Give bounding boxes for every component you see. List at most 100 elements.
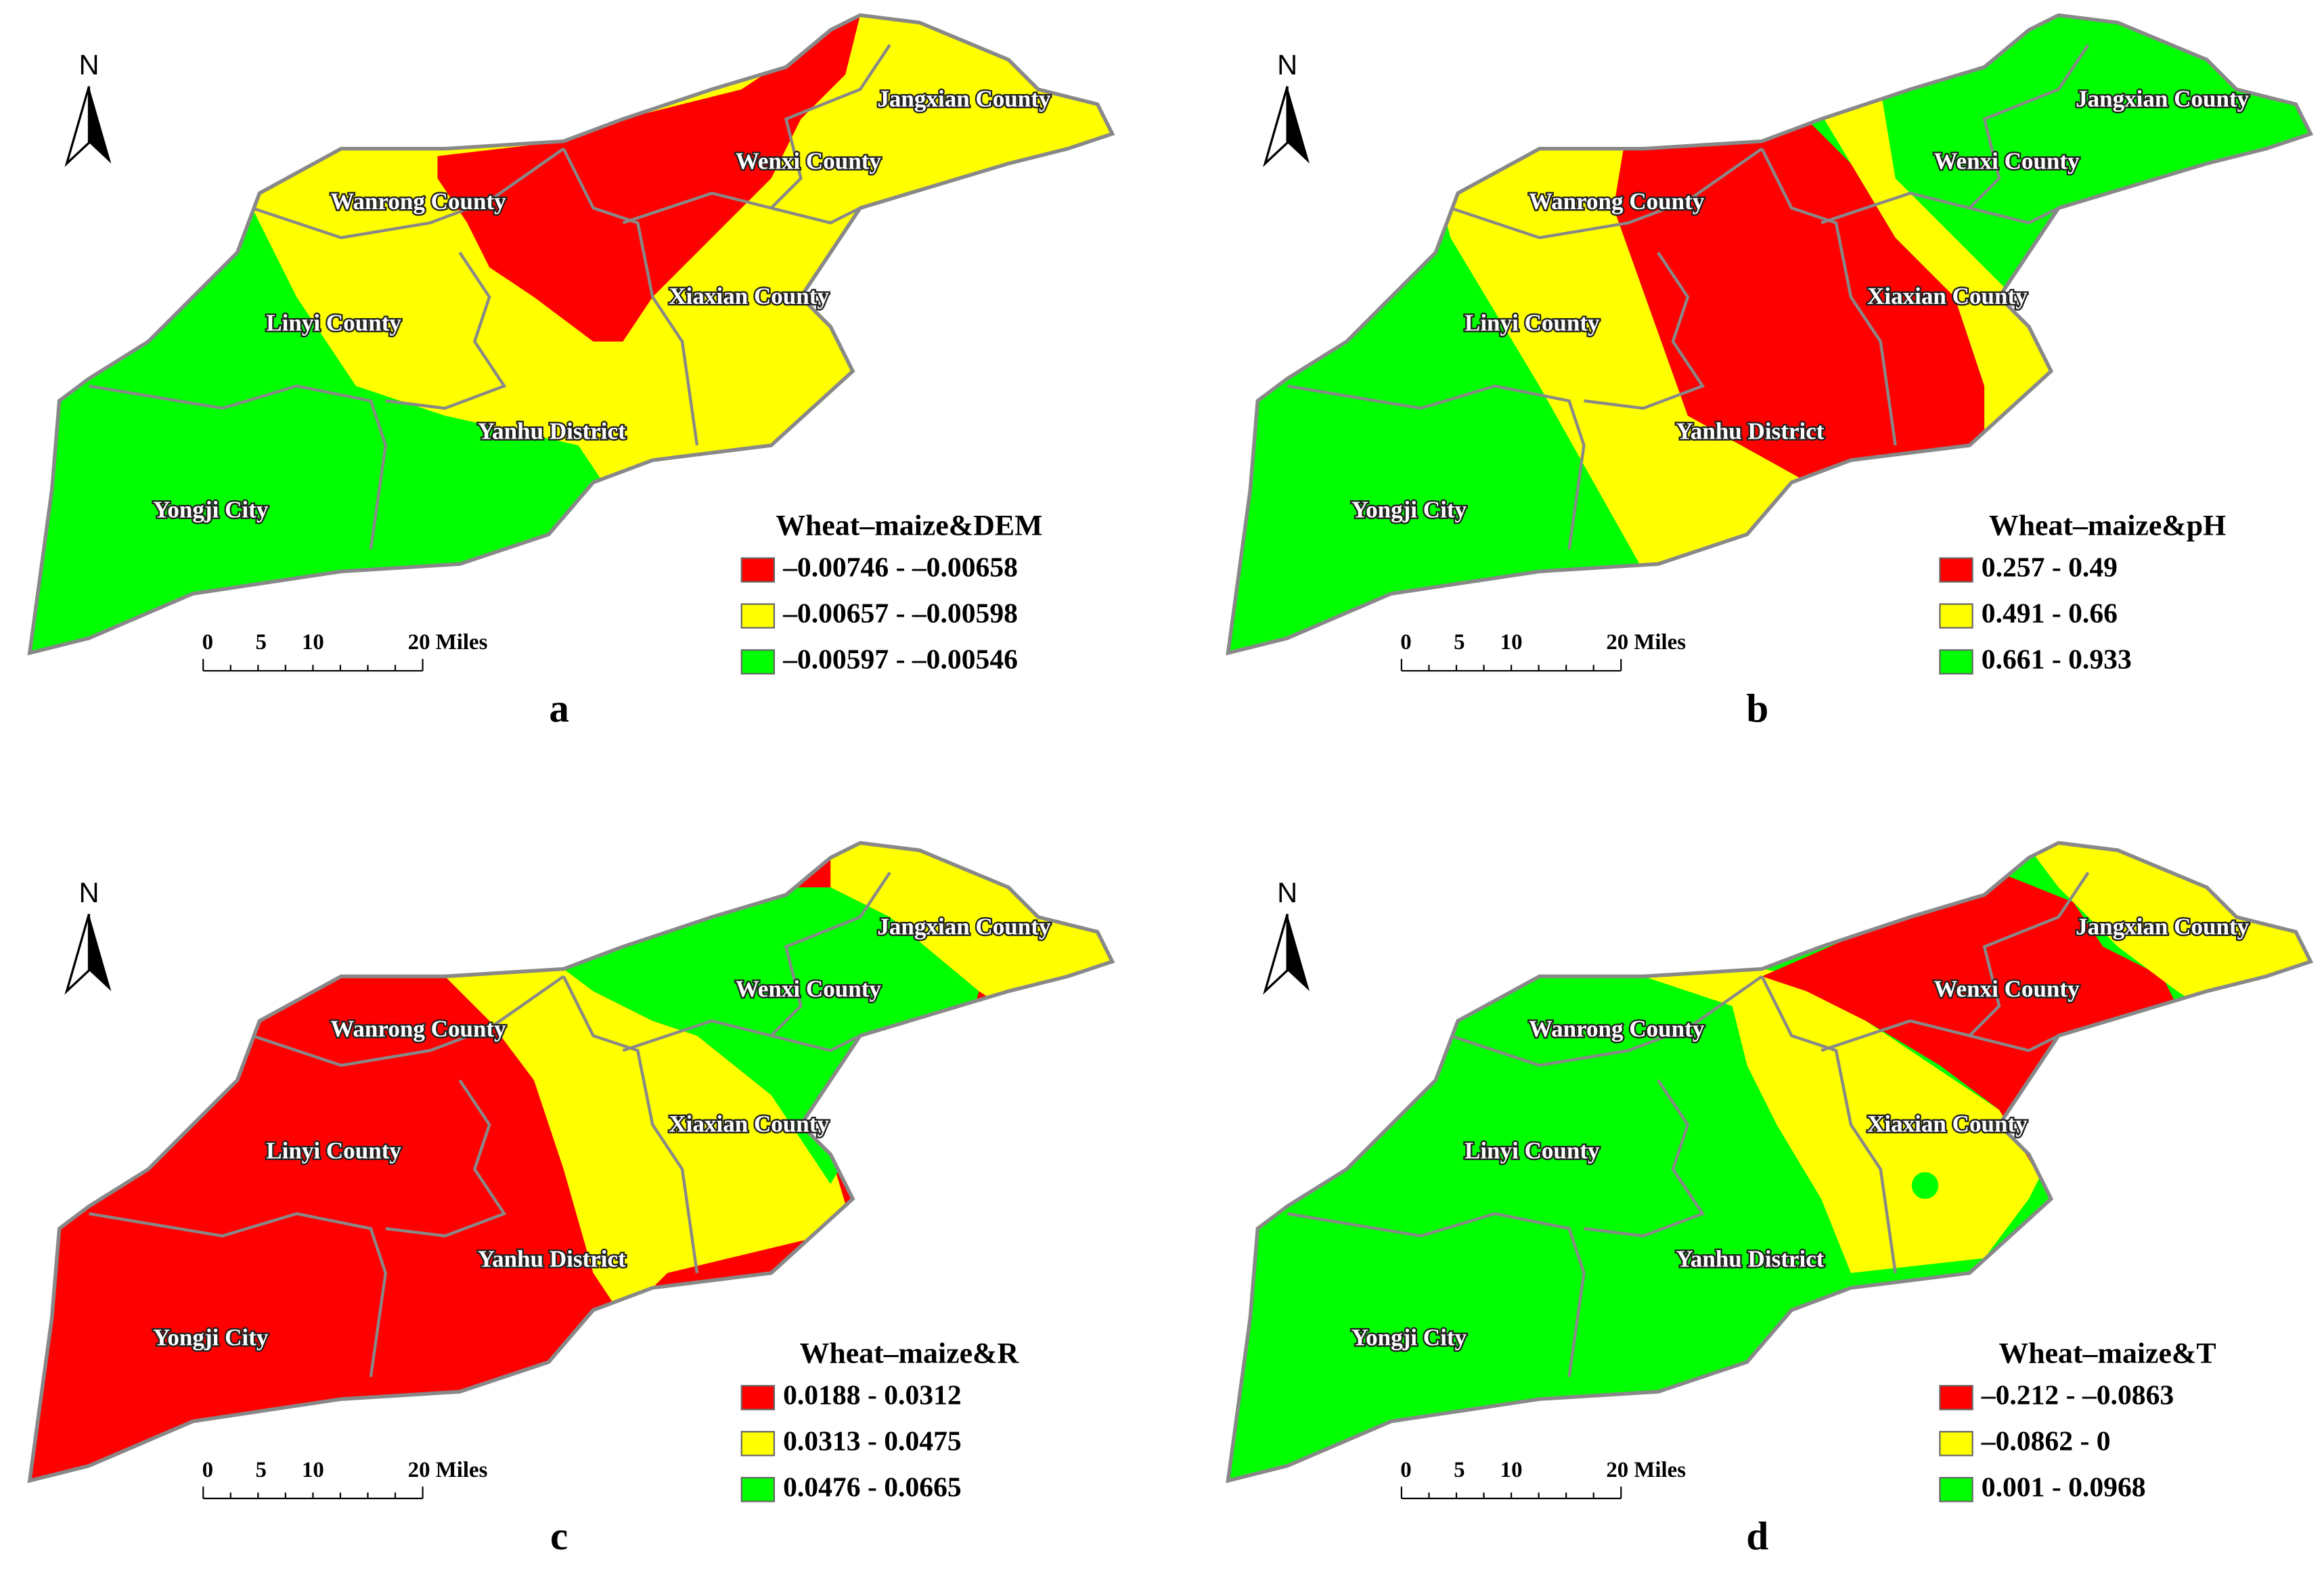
north-label: N <box>79 49 99 81</box>
county-boundary <box>251 147 565 240</box>
county-label: Yongji City <box>153 497 269 523</box>
county-label: Wenxi County <box>1934 975 2080 1002</box>
legend-swatch <box>1939 1385 1973 1411</box>
scale-label: 5 <box>1454 1458 1465 1482</box>
legend-label: 0.661 - 0.933 <box>1982 644 2132 675</box>
legend-label: –0.00657 - –0.00598 <box>782 598 1018 629</box>
legend-swatch <box>740 603 776 629</box>
county-boundary <box>1450 975 1763 1067</box>
panel-letter: d <box>1746 1513 1768 1558</box>
county-label: Yanhu District <box>478 1245 626 1272</box>
county-label: Wanrong County <box>330 188 506 215</box>
county-boundary <box>622 44 891 225</box>
north-arrow <box>1263 914 1289 995</box>
zone <box>1911 1172 1939 1199</box>
scale-label: 20 Miles <box>1606 1458 1686 1482</box>
county-label: Wanrong County <box>1529 188 1705 215</box>
legend-swatch <box>740 1385 776 1411</box>
county-boundary <box>1820 44 2090 225</box>
scale-label: 0 <box>1400 630 1411 655</box>
county-label: Jangxian County <box>2076 86 2250 112</box>
zone <box>1613 118 1985 490</box>
county-label: Wenxi County <box>736 148 882 175</box>
legend-label: –0.00746 - –0.00658 <box>782 552 1018 583</box>
scale-label: 5 <box>255 1458 266 1482</box>
zone <box>1421 118 1822 623</box>
legend-swatch <box>740 1431 776 1457</box>
panel: Jangxian County Wenxi County Wanrong Count… <box>1226 841 2314 1558</box>
zone <box>437 15 861 342</box>
county-label: Xiaxian County <box>669 283 829 309</box>
county-boundary <box>562 975 699 1274</box>
county-label: Linyi County <box>266 310 401 336</box>
county-boundary <box>1820 871 2090 1053</box>
county-boundary <box>1584 1079 1705 1238</box>
north-label: N <box>79 877 99 908</box>
legend-label: 0.257 - 0.49 <box>1982 552 2118 583</box>
legend-title: Wheat–maize&R <box>800 1337 1020 1370</box>
legend-label: 0.491 - 0.66 <box>1982 598 2118 629</box>
scale-label: 0 <box>202 1458 213 1482</box>
county-boundary <box>1969 1034 2059 1053</box>
county-boundary <box>1969 206 2059 225</box>
scale-label: 0 <box>1400 1458 1411 1482</box>
county-label: Yongji City <box>1351 497 1467 523</box>
zone <box>1806 89 2059 445</box>
scale-label: 10 <box>1500 630 1523 655</box>
legend-swatch <box>1939 1431 1973 1457</box>
county-label: Wenxi County <box>1934 148 2080 175</box>
county-boundary <box>562 148 699 446</box>
county-label: Yanhu District <box>478 418 626 444</box>
legend-label: 0.001 - 0.0968 <box>1982 1471 2146 1503</box>
county-boundary <box>771 1034 862 1053</box>
zone <box>1643 969 2044 1273</box>
legend-label: 0.0476 - 0.0665 <box>783 1471 962 1503</box>
legend-swatch <box>1939 603 1973 629</box>
panel-letter: c <box>550 1513 568 1558</box>
legend-label: 0.0313 - 0.0475 <box>783 1425 962 1457</box>
county-label: Jangxian County <box>877 86 1051 112</box>
county-label: Linyi County <box>1465 310 1600 336</box>
county-boundary <box>622 871 891 1053</box>
county-boundary <box>1760 148 1897 446</box>
north-arrow <box>64 914 91 995</box>
north-arrow <box>64 86 91 167</box>
county-label: Wanrong County <box>330 1016 506 1042</box>
scale-label: 20 Miles <box>408 1458 488 1482</box>
county-label: Linyi County <box>266 1137 401 1164</box>
zone <box>1762 872 2178 1184</box>
legend-label: 0.0188 - 0.0312 <box>783 1379 962 1411</box>
panel-letter: b <box>1746 686 1768 730</box>
county-boundary <box>771 206 862 225</box>
legend-label: –0.00597 - –0.00546 <box>782 644 1018 675</box>
legend-swatch <box>740 649 776 675</box>
county-label: Yongji City <box>153 1324 269 1350</box>
map-outline <box>27 13 1115 656</box>
scale-label: 20 Miles <box>408 630 488 655</box>
county-label: Xiaxian County <box>669 1111 829 1137</box>
legend-swatch <box>1939 557 1973 583</box>
county-label: Yanhu District <box>1676 418 1824 444</box>
scale-label: 10 <box>1500 1458 1523 1482</box>
county-label: Yanhu District <box>1676 1245 1824 1272</box>
county-boundary <box>1450 147 1763 240</box>
north-label: N <box>1277 877 1297 908</box>
county-label: Xiaxian County <box>1867 283 2028 309</box>
legend-label: –0.212 - –0.0863 <box>1981 1379 2174 1411</box>
legend-swatch <box>1939 649 1973 675</box>
panel-letter: a <box>549 686 569 730</box>
scale-label: 20 Miles <box>1606 630 1686 655</box>
scale-label: 5 <box>255 630 266 655</box>
county-boundary <box>89 384 388 550</box>
scale-label: 0 <box>202 630 213 655</box>
county-boundary <box>1287 384 1586 550</box>
county-label: Linyi County <box>1465 1137 1600 1164</box>
north-arrow <box>1263 86 1289 167</box>
county-boundary <box>385 1079 507 1238</box>
north-arrow <box>1287 914 1310 992</box>
panel: Jangxian County Wenxi County Wanrong Count… <box>1226 13 2314 730</box>
county-boundary <box>385 251 507 410</box>
map-outline <box>1226 13 2314 656</box>
county-boundary <box>1760 975 1897 1274</box>
